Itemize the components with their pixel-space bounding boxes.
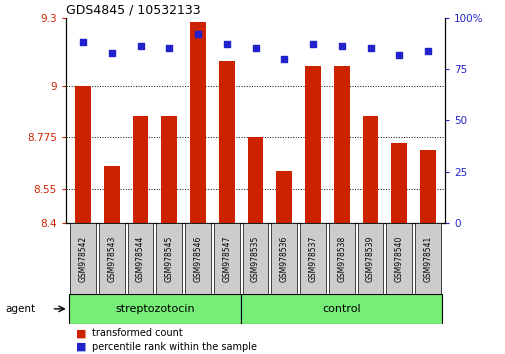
Text: GSM978540: GSM978540 xyxy=(394,235,403,282)
Point xyxy=(423,48,431,53)
Text: transformed count: transformed count xyxy=(92,329,182,338)
FancyBboxPatch shape xyxy=(357,223,383,294)
Bar xyxy=(161,116,177,223)
Point xyxy=(280,56,288,62)
Bar xyxy=(104,166,120,223)
FancyBboxPatch shape xyxy=(386,223,412,294)
FancyBboxPatch shape xyxy=(328,223,354,294)
Bar xyxy=(219,61,234,223)
Text: GSM978545: GSM978545 xyxy=(165,235,173,282)
Bar xyxy=(247,137,263,223)
Bar xyxy=(305,65,320,223)
Text: GSM978541: GSM978541 xyxy=(423,235,432,281)
Bar xyxy=(276,171,291,223)
FancyBboxPatch shape xyxy=(69,294,241,324)
Point xyxy=(222,41,230,47)
FancyBboxPatch shape xyxy=(299,223,325,294)
Point xyxy=(136,44,144,49)
Point xyxy=(337,44,345,49)
Text: agent: agent xyxy=(5,304,35,314)
Text: control: control xyxy=(322,304,361,314)
FancyBboxPatch shape xyxy=(414,223,440,294)
Point xyxy=(251,46,259,51)
Bar xyxy=(190,22,206,223)
Text: GSM978544: GSM978544 xyxy=(136,235,145,282)
Bar xyxy=(132,116,148,223)
Point xyxy=(165,46,173,51)
Text: GSM978546: GSM978546 xyxy=(193,235,202,282)
Text: GSM978537: GSM978537 xyxy=(308,235,317,282)
Text: ■: ■ xyxy=(76,329,86,338)
FancyBboxPatch shape xyxy=(242,223,268,294)
FancyBboxPatch shape xyxy=(127,223,153,294)
FancyBboxPatch shape xyxy=(271,223,296,294)
Text: GDS4845 / 10532133: GDS4845 / 10532133 xyxy=(66,4,200,17)
Text: GSM978547: GSM978547 xyxy=(222,235,231,282)
Text: GSM978542: GSM978542 xyxy=(78,235,87,281)
FancyBboxPatch shape xyxy=(156,223,182,294)
FancyBboxPatch shape xyxy=(214,223,239,294)
Text: GSM978539: GSM978539 xyxy=(365,235,374,282)
Point xyxy=(108,50,116,56)
Point xyxy=(366,46,374,51)
Bar xyxy=(333,65,349,223)
Point xyxy=(79,40,87,45)
Text: ■: ■ xyxy=(76,342,86,352)
Point xyxy=(394,52,402,57)
Point xyxy=(193,31,201,37)
Bar xyxy=(419,150,435,223)
FancyBboxPatch shape xyxy=(241,294,441,324)
Point xyxy=(309,41,317,47)
Bar xyxy=(362,116,378,223)
Text: GSM978543: GSM978543 xyxy=(107,235,116,282)
FancyBboxPatch shape xyxy=(98,223,124,294)
Text: percentile rank within the sample: percentile rank within the sample xyxy=(92,342,257,352)
FancyBboxPatch shape xyxy=(185,223,211,294)
Text: GSM978535: GSM978535 xyxy=(250,235,260,282)
Text: GSM978538: GSM978538 xyxy=(337,235,345,281)
Bar xyxy=(390,143,407,223)
FancyBboxPatch shape xyxy=(70,223,96,294)
Text: streptozotocin: streptozotocin xyxy=(115,304,194,314)
Bar xyxy=(75,86,91,223)
Text: GSM978536: GSM978536 xyxy=(279,235,288,282)
